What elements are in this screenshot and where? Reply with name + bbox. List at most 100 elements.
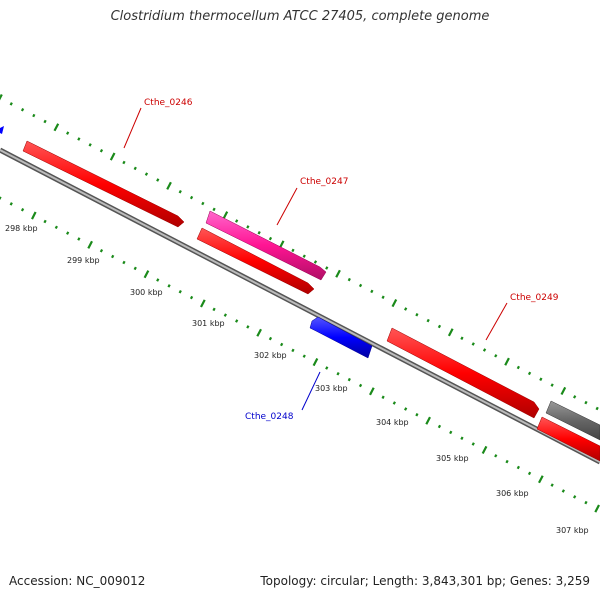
tick-label-304: 304 kbp — [376, 418, 409, 427]
minor-tick — [133, 266, 137, 271]
tick-label-303: 303 kbp — [315, 384, 348, 393]
minor-tick — [20, 107, 25, 112]
blue-fragment-left[interactable] — [0, 126, 4, 134]
topology-text: Topology: circular; Length: 3,843,301 bp… — [260, 574, 590, 588]
minor-tick — [189, 195, 194, 200]
minor-tick — [313, 260, 318, 264]
minor-tick — [404, 307, 408, 311]
minor-tick — [494, 354, 498, 358]
gene-cthe-0246[interactable] — [22, 140, 185, 228]
minor-tick — [9, 202, 13, 206]
minor-tick — [201, 201, 205, 206]
minor-tick — [122, 160, 126, 165]
tick-label-299: 299 kbp — [67, 256, 100, 265]
minor-tick — [32, 113, 36, 118]
minor-tick — [156, 278, 160, 282]
minor-tick — [77, 137, 81, 141]
minor-tick — [527, 471, 532, 476]
label-cthe-0246: Cthe_0246 — [144, 98, 193, 108]
minor-tick — [415, 313, 419, 317]
minor-tick — [516, 365, 520, 370]
major-tick — [335, 269, 341, 278]
minor-tick — [561, 489, 565, 493]
major-tick — [222, 211, 229, 220]
gene-red-right[interactable] — [536, 416, 600, 462]
gene-cthe-0247[interactable] — [205, 210, 327, 281]
reverse-tick-track — [0, 196, 600, 513]
tick-label-307: 307 kbp — [556, 526, 589, 535]
tick-label-300: 300 kbp — [130, 288, 163, 297]
major-tick — [481, 445, 488, 455]
minor-tick — [505, 459, 509, 464]
minor-tick — [246, 225, 250, 229]
minor-tick — [325, 266, 329, 270]
minor-tick — [358, 283, 363, 288]
minor-tick — [573, 395, 577, 399]
minor-tick — [223, 313, 227, 317]
minor-tick — [235, 219, 239, 223]
minor-tick — [167, 284, 171, 288]
minor-tick — [99, 248, 104, 253]
minor-tick — [43, 119, 47, 124]
tick-label-302: 302 kbp — [254, 351, 287, 360]
major-tick — [312, 357, 319, 367]
minor-tick — [460, 436, 464, 441]
minor-tick — [573, 495, 577, 499]
minor-tick — [325, 366, 329, 370]
minor-tick — [156, 178, 160, 182]
major-tick — [200, 299, 206, 308]
minor-tick — [539, 377, 543, 382]
minor-tick — [66, 231, 70, 235]
major-tick — [447, 328, 454, 337]
tick-label-306: 306 kbp — [496, 489, 529, 498]
minor-tick — [291, 248, 295, 253]
minor-tick — [54, 225, 58, 230]
major-tick — [538, 475, 544, 484]
minor-tick — [268, 336, 273, 341]
minor-tick — [392, 401, 396, 405]
minor-tick — [516, 465, 520, 470]
minor-tick — [404, 407, 408, 411]
minor-tick — [302, 254, 306, 258]
minor-tick — [381, 395, 385, 399]
minor-tick — [144, 172, 149, 176]
minor-tick — [9, 102, 13, 106]
minor-tick — [43, 219, 47, 224]
minor-tick — [178, 189, 182, 194]
forward-tick-track — [0, 93, 599, 411]
minor-tick — [257, 230, 261, 235]
leader-cthe-0247 — [276, 187, 298, 226]
minor-tick — [336, 371, 340, 376]
minor-tick — [77, 237, 81, 241]
major-tick — [87, 240, 93, 249]
gene-grey-right[interactable] — [545, 400, 600, 441]
minor-tick — [449, 430, 453, 435]
minor-tick — [212, 207, 216, 212]
gene-cthe-0249[interactable] — [386, 327, 540, 419]
major-tick — [594, 504, 600, 513]
minor-tick — [280, 342, 284, 347]
label-cthe-0247: Cthe_0247 — [300, 177, 348, 187]
minor-tick — [550, 483, 554, 487]
minor-tick — [471, 342, 475, 346]
minor-tick — [584, 400, 588, 405]
leader-cthe-0249 — [485, 302, 508, 341]
minor-tick — [426, 318, 430, 323]
map-title: Clostridium thermocellum ATCC 27405, com… — [110, 9, 490, 24]
minor-tick — [415, 413, 419, 417]
minor-tick — [66, 131, 70, 135]
minor-tick — [212, 307, 216, 312]
gene-red-unlabeled[interactable] — [196, 227, 315, 295]
minor-tick — [178, 289, 182, 294]
gene-cthe-0248[interactable] — [309, 316, 373, 359]
minor-tick — [111, 254, 115, 259]
tick-label-305: 305 kbp — [436, 454, 469, 463]
major-tick — [256, 328, 262, 337]
minor-tick — [99, 148, 104, 153]
major-tick — [425, 416, 431, 425]
minor-tick — [482, 348, 487, 352]
minor-tick — [471, 442, 475, 446]
label-cthe-0249: Cthe_0249 — [510, 293, 559, 303]
major-tick — [143, 270, 150, 279]
